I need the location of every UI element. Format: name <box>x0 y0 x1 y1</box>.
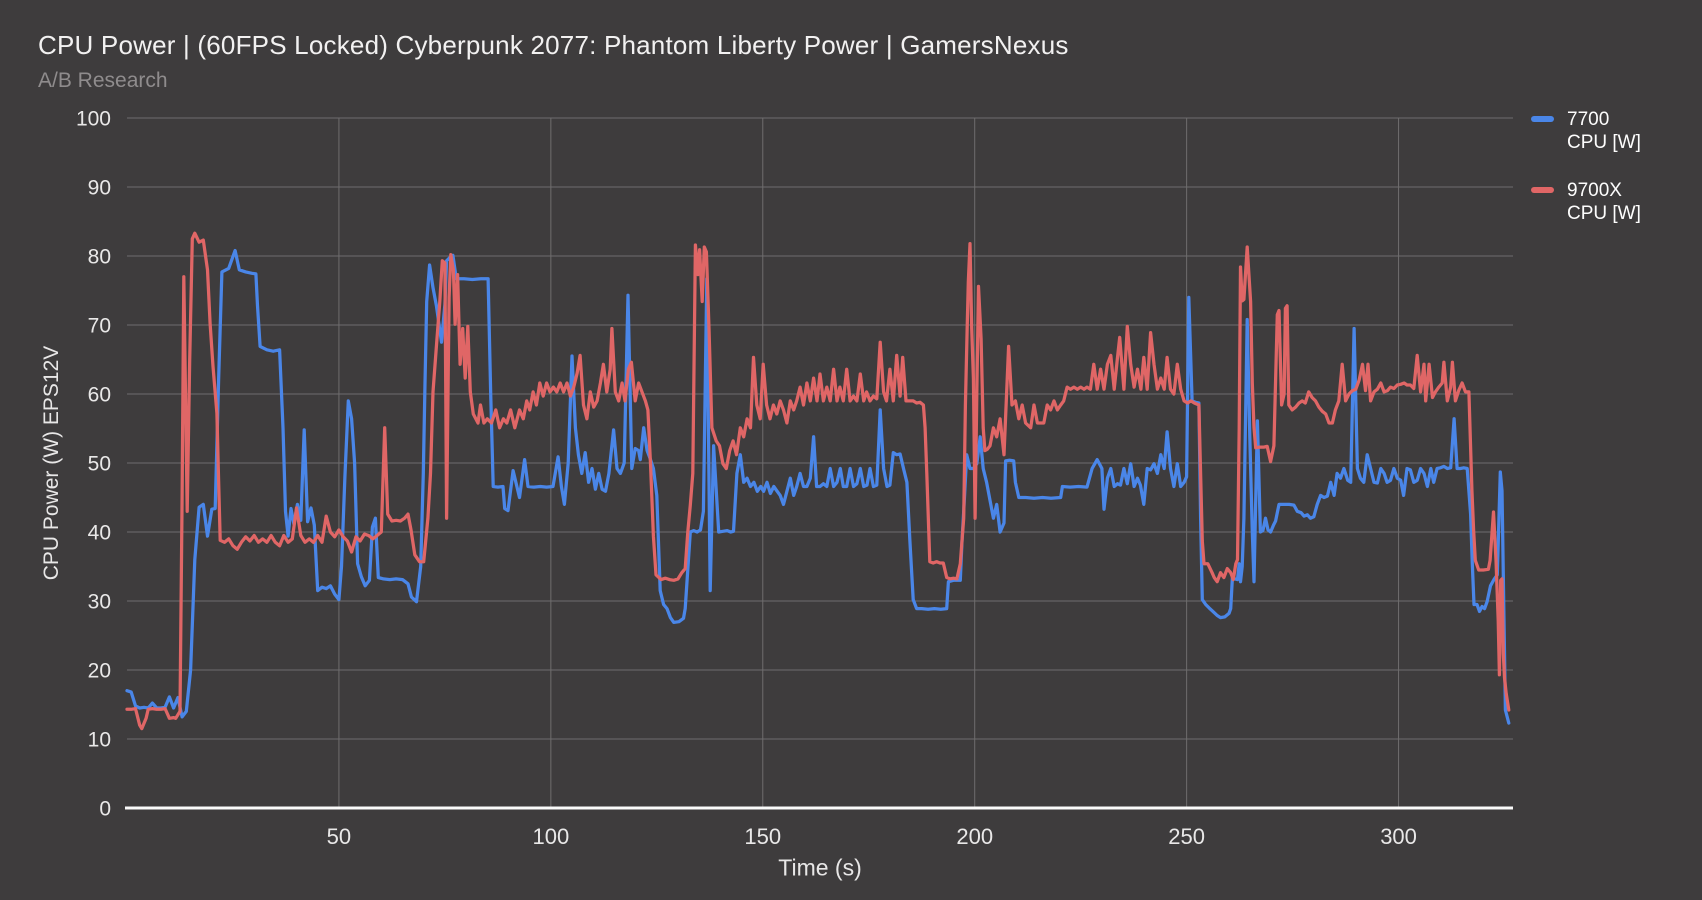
y-axis-tick-label: 70 <box>88 314 111 337</box>
chart-title: CPU Power | (60FPS Locked) Cyberpunk 207… <box>38 30 1069 60</box>
legend-label: 9700X CPU [W] <box>1567 180 1641 224</box>
series-line-9700x <box>125 231 1511 731</box>
chart-subtitle: A/B Research <box>38 69 168 92</box>
y-axis-tick-label: 100 <box>76 107 111 130</box>
y-axis-tick-label: 40 <box>88 521 111 544</box>
y-axis-title: CPU Power (W) EPS12V <box>40 345 63 581</box>
y-axis-tick-label: 90 <box>88 176 111 199</box>
y-axis-tick-label: 60 <box>88 383 111 406</box>
x-axis-title: Time (s) <box>778 854 862 881</box>
series-line-7700 <box>125 248 1511 725</box>
legend-item-7700: 7700 CPU [W] <box>1531 108 1641 154</box>
y-axis-tick-label: 30 <box>88 590 111 613</box>
legend-swatch-icon <box>1531 187 1554 193</box>
y-axis-tick-label: 0 <box>99 797 111 820</box>
x-axis-tick-label: 250 <box>1168 824 1205 849</box>
y-axis-tick-label: 10 <box>88 728 111 751</box>
x-axis-tick-label: 200 <box>956 824 993 849</box>
legend-item-9700x: 9700X CPU [W] <box>1531 179 1641 225</box>
y-axis-tick-label: 80 <box>88 245 111 268</box>
y-axis-tick-label: 20 <box>88 659 111 682</box>
x-axis-tick-label: 100 <box>532 824 569 849</box>
x-axis-tick-label: 300 <box>1380 824 1417 849</box>
legend-swatch-icon <box>1531 116 1554 122</box>
y-axis-tick-label: 50 <box>88 452 111 475</box>
x-axis-tick-label: 150 <box>744 824 781 849</box>
chart-legend: 7700 CPU [W] 9700X CPU [W] <box>1531 108 1641 250</box>
x-axis-tick-label: 50 <box>327 824 351 849</box>
legend-label: 7700 CPU [W] <box>1567 109 1641 153</box>
